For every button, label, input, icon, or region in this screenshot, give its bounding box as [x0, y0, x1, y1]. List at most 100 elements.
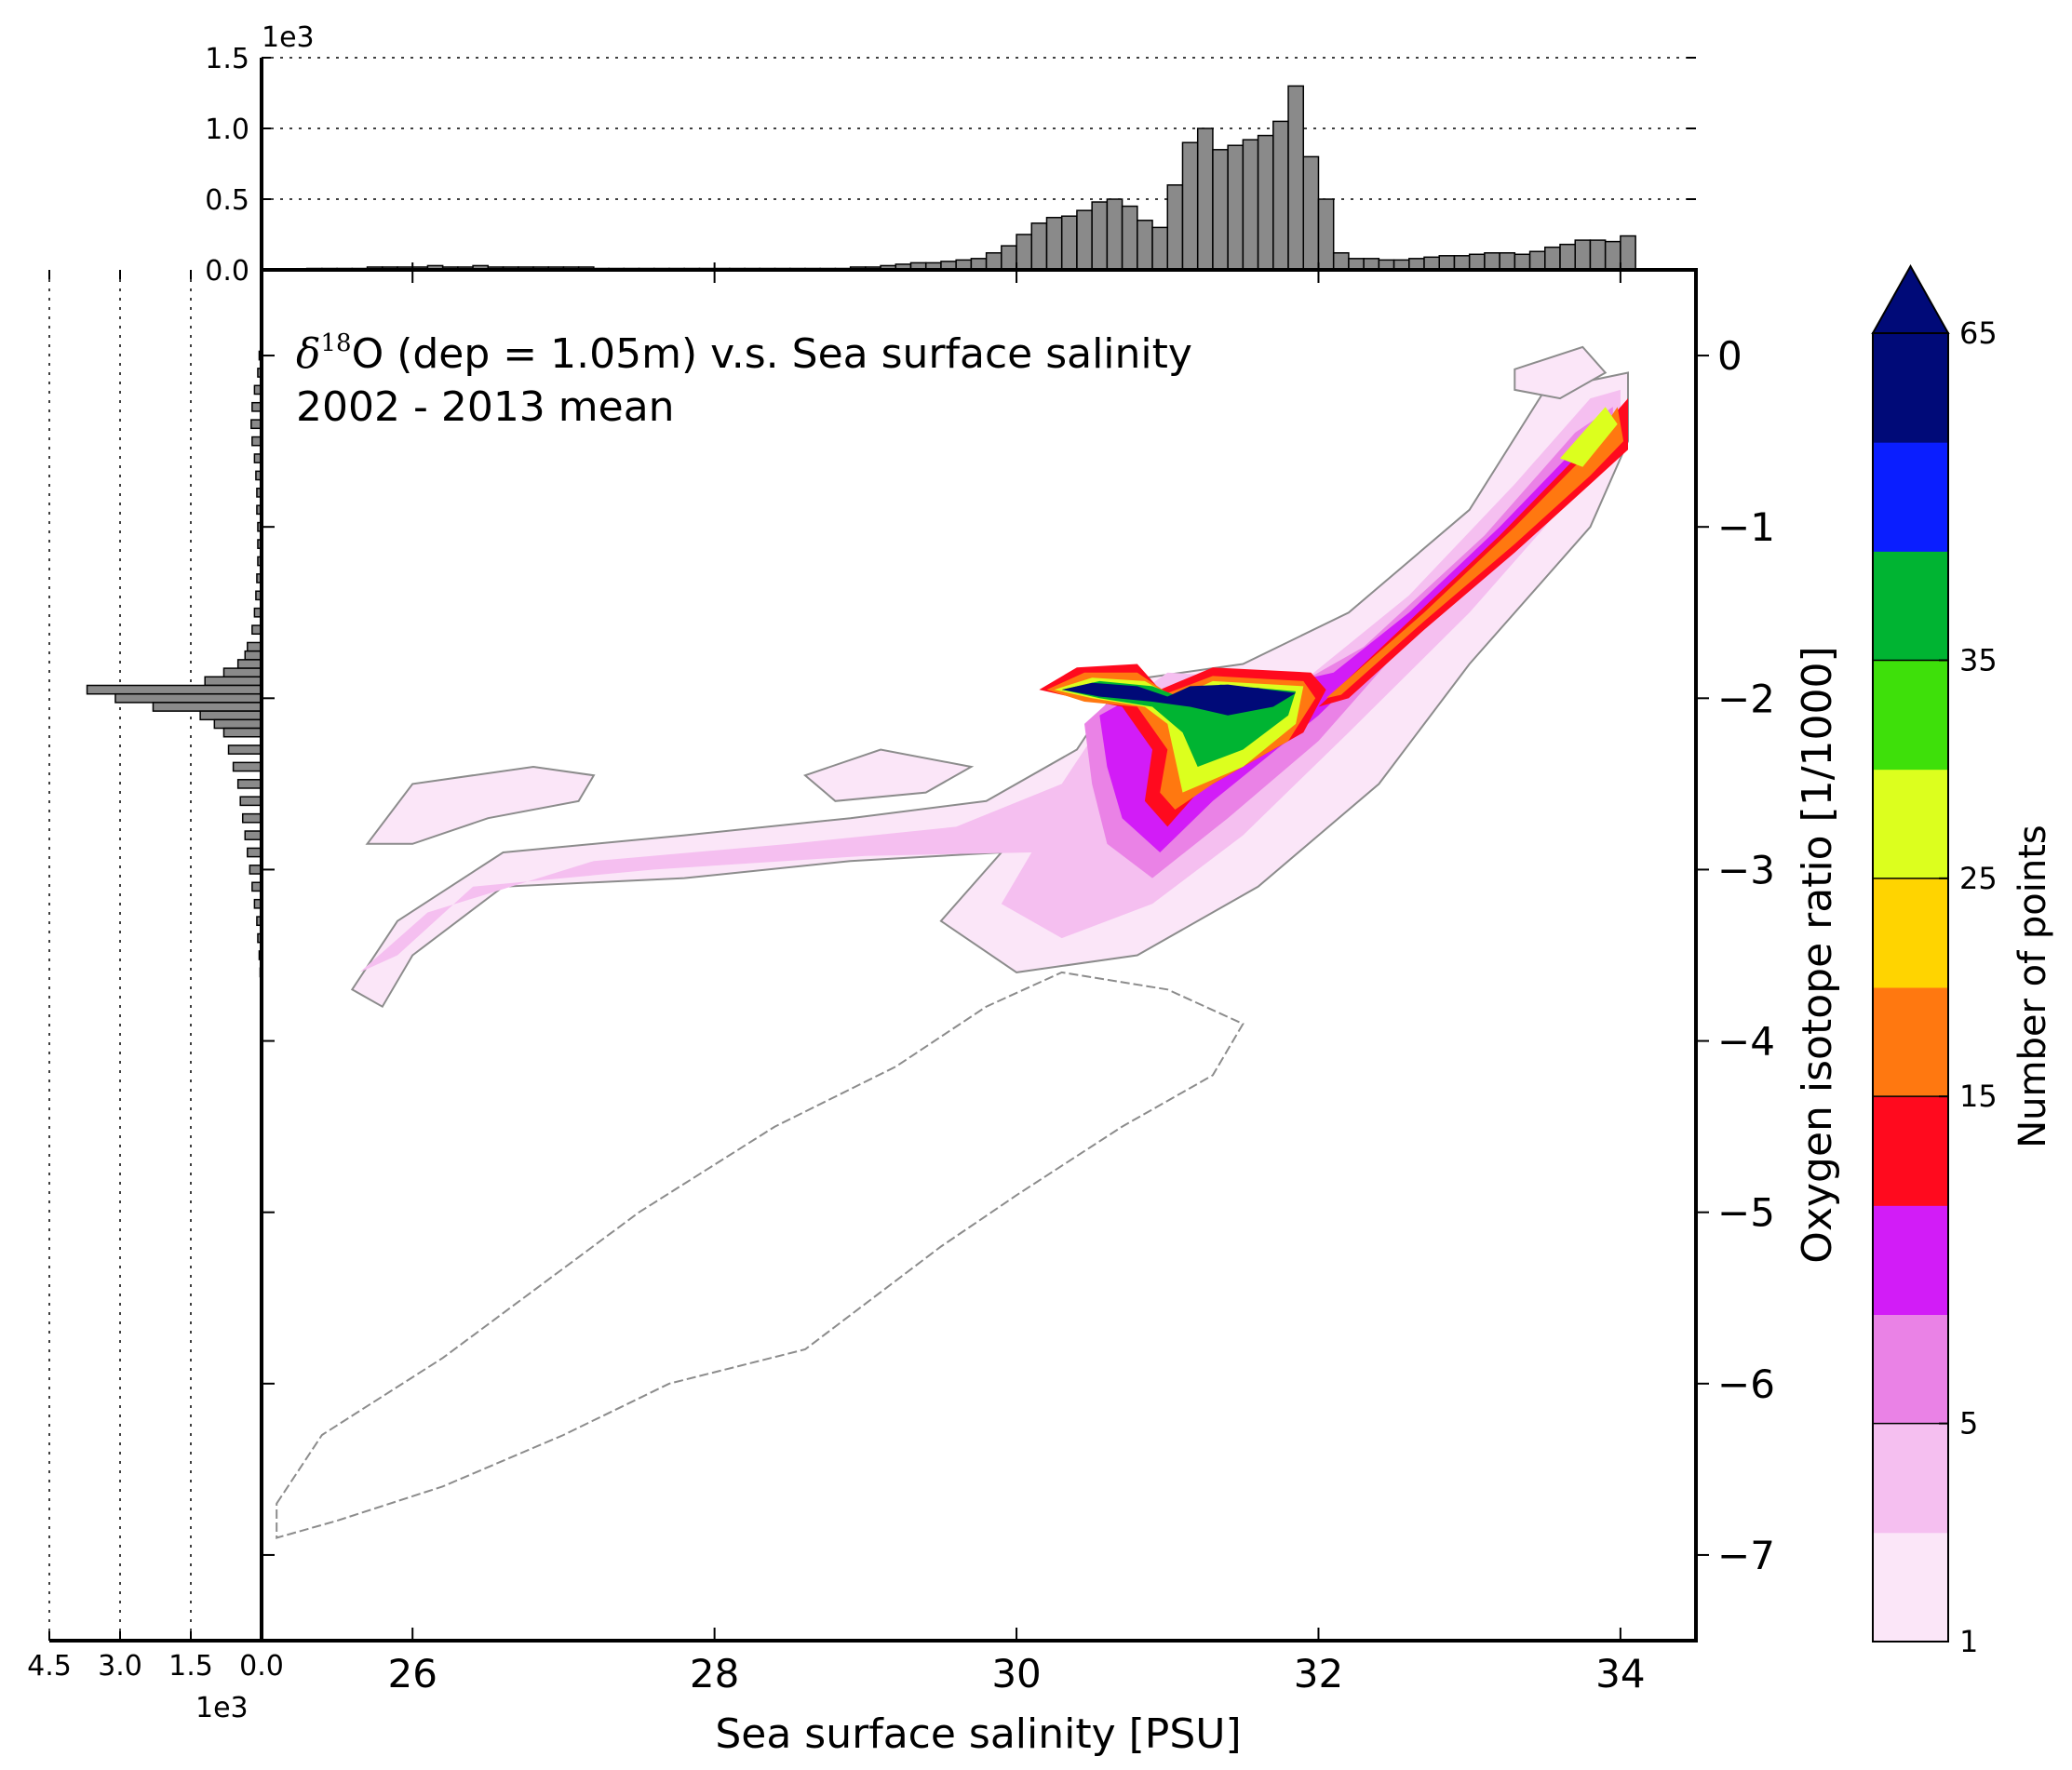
top-histogram-bar — [1272, 120, 1289, 271]
top-histogram-bar — [1317, 198, 1335, 271]
top-histogram-bar — [1242, 139, 1259, 271]
top-histogram-bar — [1060, 215, 1078, 271]
left-histogram-bar — [199, 710, 262, 721]
left-histogram-xticks: 4.5 3.0 1.5 0.0 — [27, 270, 284, 1683]
left-histogram-bar — [213, 718, 262, 730]
top-histogram-bar — [1151, 226, 1169, 271]
top-histogram-bar — [1302, 155, 1320, 271]
left-histogram-xtick-label: 0.0 — [239, 1650, 284, 1683]
title-superscript: 18 — [321, 329, 352, 357]
x-tick-label: 32 — [1294, 1651, 1343, 1696]
left-histogram-bars — [86, 333, 262, 995]
density-region — [1076, 688, 1288, 707]
top-histogram-grid — [262, 57, 1696, 200]
top-histogram-bar — [1212, 149, 1229, 271]
y-axis-label: Oxygen isotope ratio [1/1000] — [1794, 646, 1841, 1263]
top-histogram-bar — [1001, 245, 1017, 271]
top-histogram-bar — [1604, 240, 1621, 271]
y-tick-label: −1 — [1717, 504, 1775, 550]
top-histogram-bar — [1196, 127, 1214, 271]
left-histogram-bar — [204, 676, 262, 687]
colorbar-tick-label: 35 — [1959, 643, 1998, 678]
colorbar-tick-label: 65 — [1959, 315, 1998, 351]
colorbar-band — [1873, 1205, 1948, 1315]
colorbar-band — [1873, 987, 1948, 1097]
top-histogram-bar — [1091, 201, 1109, 271]
colorbar-band — [1873, 1423, 1948, 1534]
x-axis-label: Sea surface salinity [PSU] — [715, 1710, 1241, 1758]
top-histogram-bar — [1484, 252, 1500, 271]
colorbar-band — [1873, 333, 1948, 443]
colorbar-band — [1873, 878, 1948, 988]
y-tick-label: 0 — [1717, 333, 1742, 379]
top-histogram-bar — [1227, 144, 1245, 271]
top-histogram-bar — [1499, 252, 1516, 271]
density-region — [350, 371, 1629, 1009]
top-histogram-bar — [1468, 253, 1486, 271]
left-histogram-bar — [227, 744, 262, 755]
top-histogram-bar — [1121, 205, 1138, 271]
left-histogram: 4.5 3.0 1.5 0.0 1e3 — [27, 270, 284, 1724]
left-histogram-bar — [244, 650, 262, 661]
left-histogram-bar — [241, 812, 262, 824]
top-histogram-bar — [1030, 222, 1048, 271]
top-histogram-bar — [1574, 239, 1592, 271]
top-histogram-ytick-label: 1.5 — [205, 43, 249, 75]
left-histogram-bar — [236, 779, 262, 789]
x-tick-label: 26 — [387, 1651, 437, 1696]
top-histogram-bar — [1045, 217, 1063, 271]
x-tick-label: 34 — [1595, 1651, 1645, 1696]
x-axis-ticks: 26 28 30 32 34 — [387, 270, 1646, 1696]
title-delta: δ — [296, 330, 321, 378]
top-histogram-bar — [1287, 85, 1305, 271]
colorbar-band — [1873, 1532, 1948, 1643]
top-histogram-bar — [1438, 255, 1456, 271]
top-histogram-ytick-label: 0.0 — [205, 255, 249, 288]
chart-title-line1: δ18O (dep = 1.05m) v.s. Sea surface sali… — [296, 329, 1192, 378]
y-tick-label: −5 — [1717, 1190, 1775, 1236]
left-histogram-xtick-label: 1.5 — [168, 1650, 213, 1683]
plot-frame — [260, 268, 1698, 1643]
y-tick-label: −6 — [1717, 1361, 1775, 1407]
chart-title-line2: 2002 - 2013 mean — [296, 383, 675, 431]
top-histogram-bar — [1423, 256, 1440, 271]
colorbar-extend-triangle — [1871, 263, 1950, 334]
left-histogram-bar — [152, 702, 262, 712]
top-histogram-bar — [1589, 239, 1607, 271]
colorbar-band — [1873, 1096, 1948, 1206]
left-histogram-bar — [236, 659, 262, 669]
colorbar-band — [1873, 442, 1948, 552]
left-histogram-bar — [232, 761, 262, 772]
top-histogram-bar — [985, 252, 1002, 271]
y-tick-label: −7 — [1717, 1533, 1775, 1578]
top-histogram-bar — [1453, 255, 1471, 271]
top-histogram-bar — [1620, 235, 1636, 271]
colorbar-tick-label: 15 — [1959, 1079, 1998, 1114]
colorbar-band — [1873, 769, 1948, 879]
top-histogram-ytick-label: 1.0 — [205, 114, 249, 146]
top-histogram-bar — [1332, 252, 1350, 271]
top-histogram: 0.0 0.5 1.0 1.5 1e3 — [205, 21, 1696, 288]
x-tick-label: 30 — [991, 1651, 1041, 1696]
y-tick-label: −2 — [1717, 676, 1775, 721]
colorbar-tick-label: 5 — [1959, 1406, 1978, 1441]
left-histogram-bar — [222, 667, 262, 678]
colorbar-tick-label: 1 — [1959, 1624, 1978, 1659]
left-histogram-xtick-label: 4.5 — [27, 1650, 72, 1683]
left-histogram-bar — [222, 727, 262, 738]
main-plot: 26 28 30 32 34 0 −1 −2 −3 −4 −5 −6 −7 δ18O (dep = 1… — [260, 268, 1841, 1758]
colorbar-band — [1873, 660, 1948, 771]
left-histogram-grid — [48, 270, 192, 1641]
left-histogram-bar — [86, 684, 262, 695]
y-axis-ticks: 0 −1 −2 −3 −4 −5 −6 −7 — [262, 333, 1775, 1578]
title-main-text: O (dep = 1.05m) v.s. Sea surface salinit… — [352, 330, 1192, 378]
top-histogram-bar — [1076, 209, 1093, 271]
y-tick-label: −3 — [1717, 847, 1775, 892]
left-histogram-bar — [247, 847, 262, 858]
left-histogram-bar — [244, 830, 262, 840]
density-region — [803, 748, 975, 802]
colorbar-frame — [1872, 332, 1949, 1643]
left-histogram-bar — [114, 692, 262, 704]
